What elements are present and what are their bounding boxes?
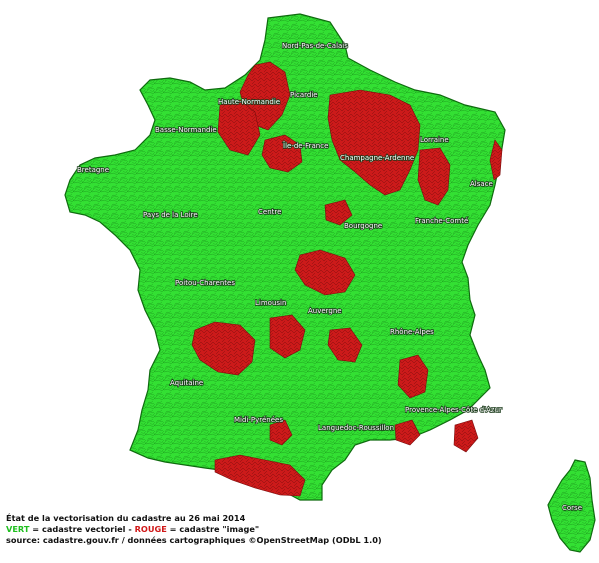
legend-source: source: cadastre.gouv.fr / données carto… (6, 535, 382, 545)
region-label-auvergne: Auvergne (308, 307, 342, 315)
region-label-midi-pyrenees: Midi-Pyrénées (234, 416, 283, 424)
region-label-champagne-ardenne: Champagne-Ardenne (340, 154, 414, 162)
legend-color-key: VERT = cadastre vectoriel - ROUGE = cada… (6, 524, 382, 535)
legend-green-word: VERT (6, 524, 30, 534)
region-label-limousin: Limousin (255, 299, 286, 307)
region-label-lorraine: Lorraine (420, 136, 449, 144)
region-label-haute-normandie: Haute-Normandie (218, 98, 280, 106)
legend-red-word: ROUGE (134, 524, 167, 534)
region-label-ile-de-france: Île-de-France (283, 141, 328, 150)
region-label-nord-pas-de-calais: Nord-Pas-de-Calais (282, 42, 348, 50)
region-label-centre: Centre (258, 208, 281, 216)
region-label-franche-comte: Franche-Comté (415, 217, 468, 225)
region-labels: Nord-Pas-de-Calais Picardie Haute-Norman… (76, 41, 583, 513)
region-label-poitou-charentes: Poitou-Charentes (175, 279, 235, 287)
region-label-bourgogne: Bourgogne (344, 222, 382, 230)
legend-green-text: = cadastre vectoriel - (29, 524, 135, 534)
legend-title: État de la vectorisation du cadastre au … (6, 513, 246, 523)
region-label-languedoc-roussillon: Languedoc-Roussillon (318, 424, 394, 432)
corsica-shape (547, 459, 596, 553)
region-label-corse: Corse (562, 504, 582, 512)
region-label-bretagne: Bretagne (77, 166, 109, 174)
region-label-provence-alpes-cote-dazur: Provence-Alpes-Côte d'Azur (405, 406, 502, 414)
region-label-rhone-alpes: Rhône-Alpes (390, 328, 434, 336)
region-label-alsace: Alsace (470, 180, 493, 188)
region-label-aquitaine: Aquitaine (170, 379, 203, 387)
region-label-picardie: Picardie (290, 91, 318, 99)
raster-cadastre-areas (191, 61, 503, 497)
map-legend: État de la vectorisation du cadastre au … (6, 513, 382, 546)
region-label-pays-de-la-loire: Pays de la Loire (143, 211, 198, 219)
region-label-basse-normandie: Basse-Normandie (155, 126, 217, 134)
legend-red-text: = cadastre "image" (166, 524, 260, 534)
